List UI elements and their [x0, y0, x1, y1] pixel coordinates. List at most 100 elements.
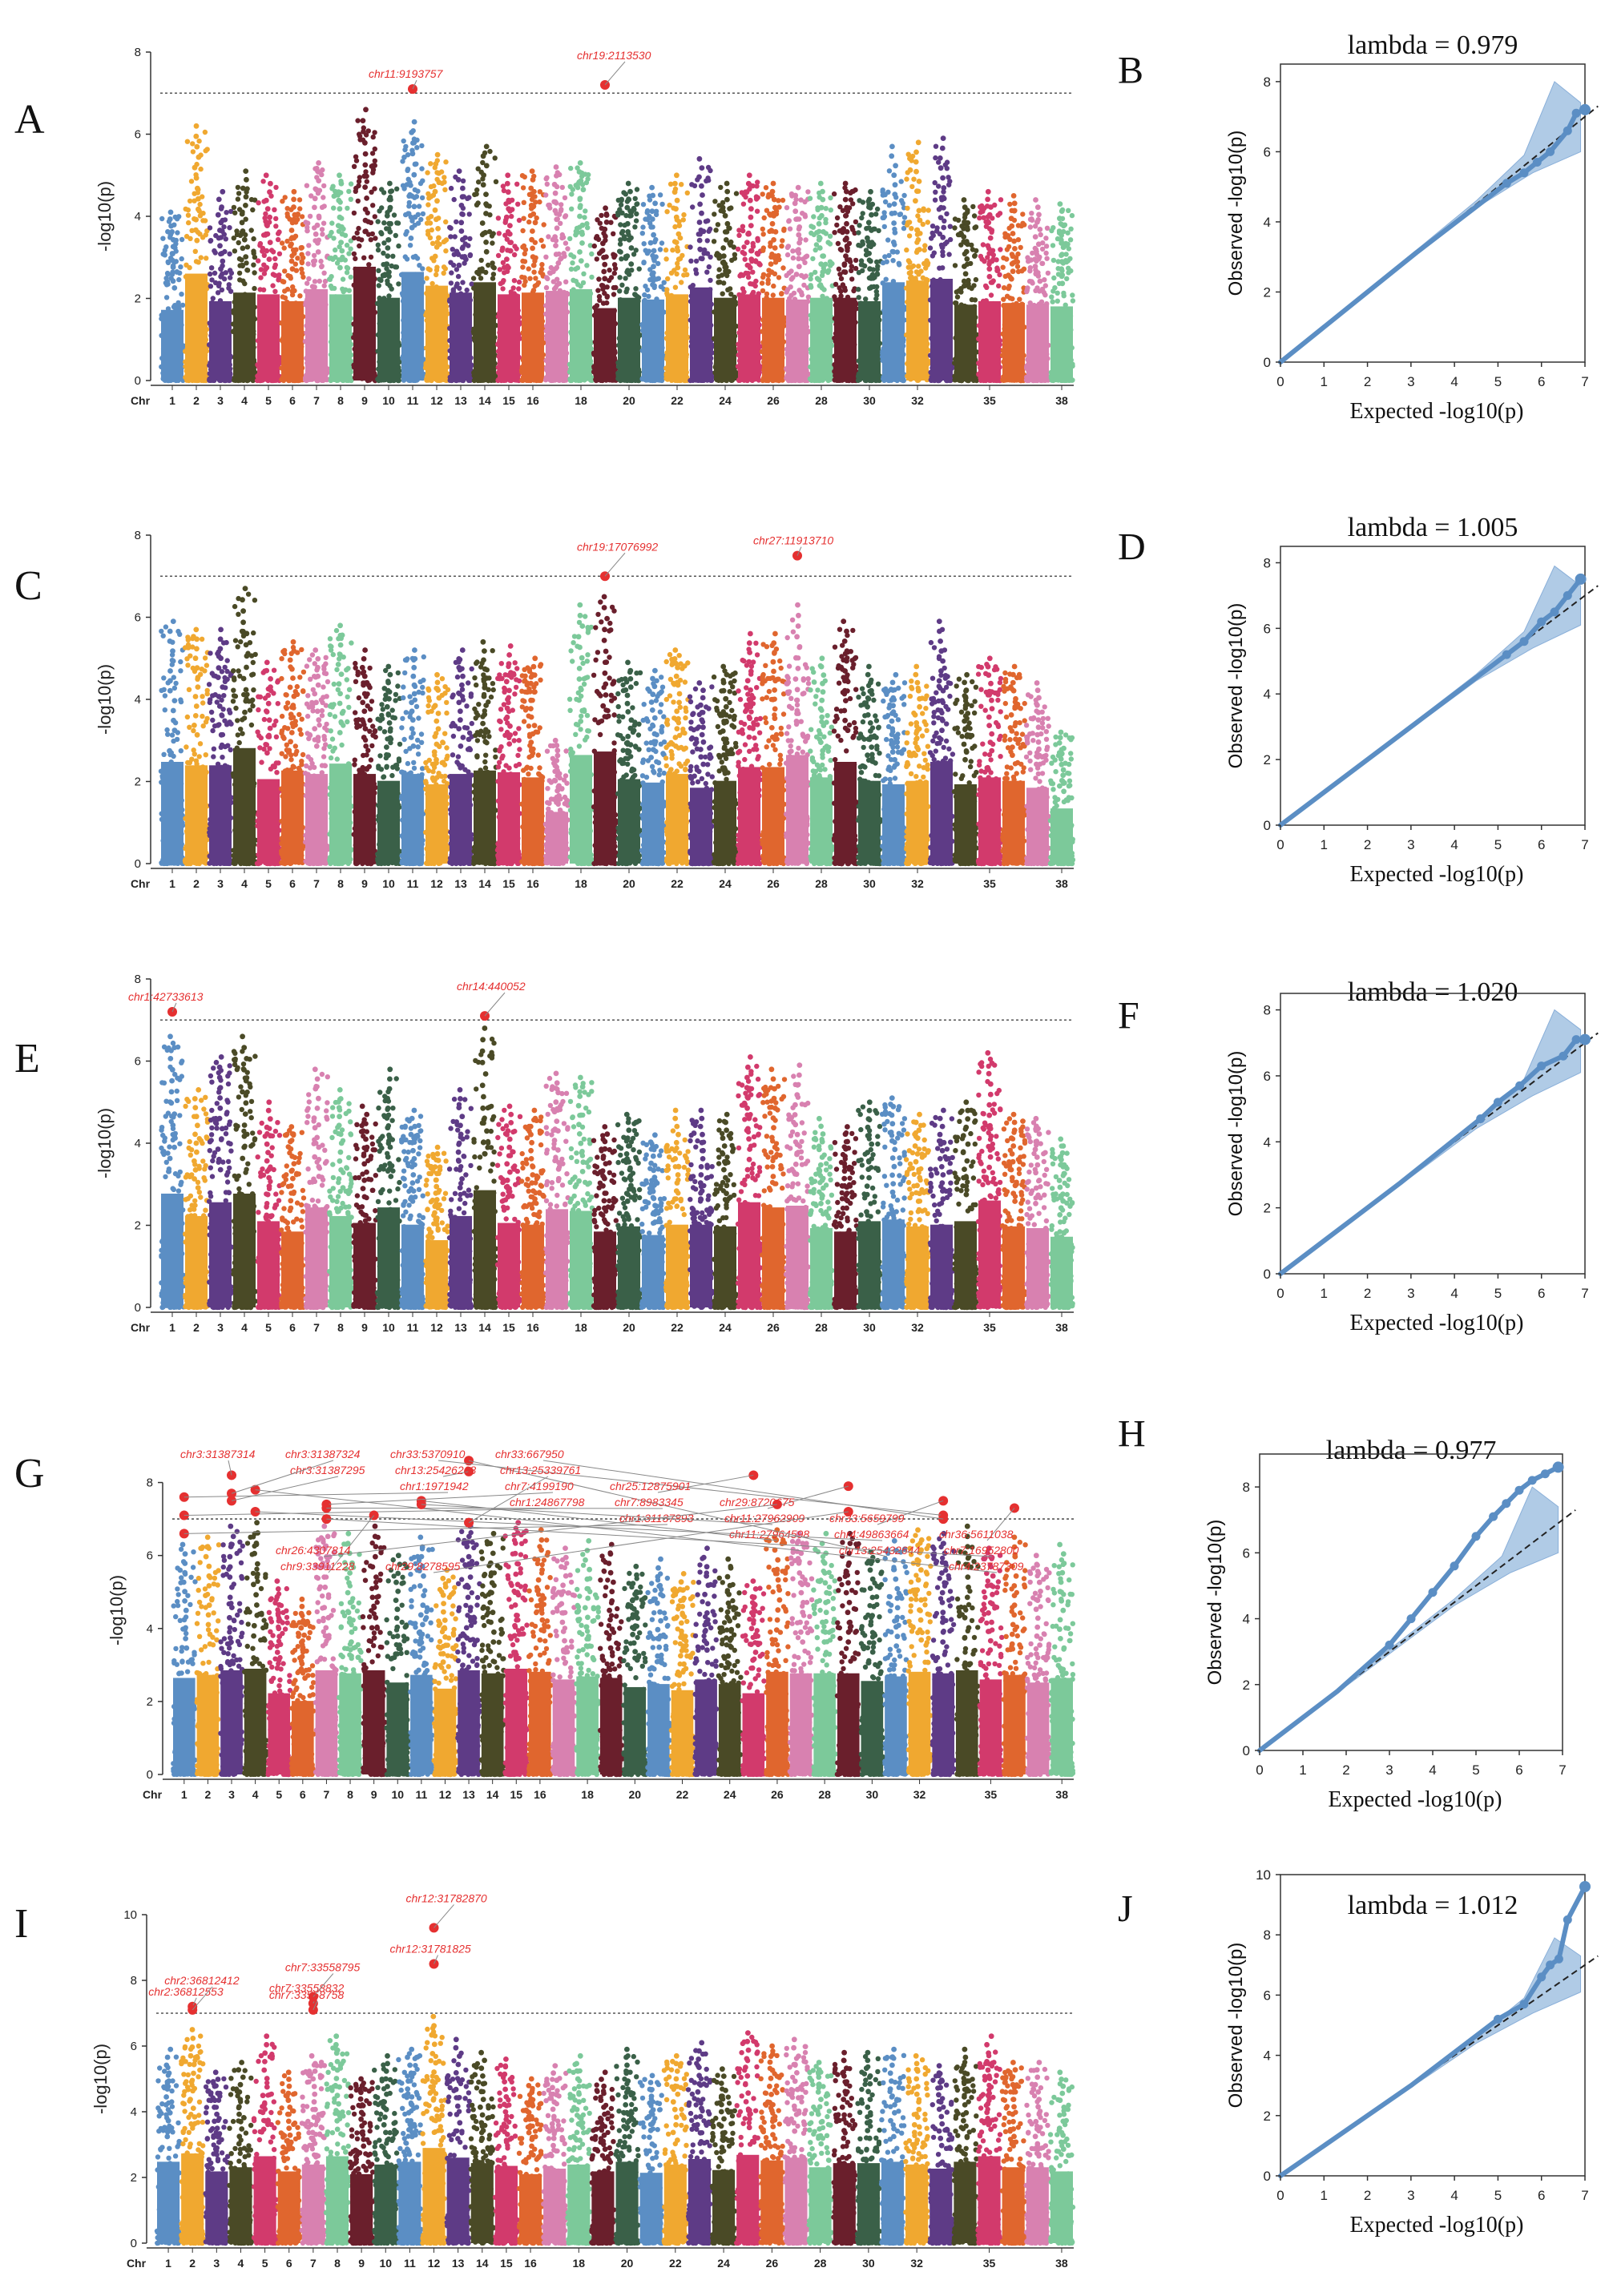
snp-peak-point	[217, 228, 223, 233]
snp-point	[236, 240, 241, 245]
snp-peak-point	[194, 175, 200, 181]
snp-point	[227, 252, 232, 256]
snp-peak-point	[264, 198, 269, 203]
snp-point	[272, 207, 276, 212]
snp-point	[308, 214, 313, 219]
snp-peak-point	[244, 194, 249, 199]
snp-point	[322, 284, 327, 288]
snp-point	[198, 167, 203, 171]
snp-band	[209, 301, 232, 381]
snp-peak-point	[219, 204, 224, 210]
snp-peak-point	[264, 265, 269, 271]
snp-peak-point	[171, 285, 177, 291]
snp-band	[257, 294, 280, 381]
snp-point	[305, 251, 310, 256]
snp-peak-point	[264, 248, 269, 254]
snp-point	[322, 203, 327, 208]
snp-peak-point	[217, 243, 223, 248]
snp-points	[159, 107, 1075, 383]
snp-peak-point	[290, 220, 296, 225]
figure: A02468-log10(p)chr11:9193757chr19:211353…	[0, 0, 1609, 2296]
snp-peak-point	[216, 197, 222, 203]
snp-peak-point	[170, 251, 175, 256]
snp-point	[224, 270, 228, 275]
snp-point	[320, 232, 325, 236]
snp-point	[300, 214, 304, 219]
snp-point	[299, 246, 304, 251]
snp-point	[282, 245, 287, 250]
snp-point	[256, 258, 260, 263]
snp-point	[227, 225, 232, 230]
snp-point	[165, 271, 170, 276]
snp-point	[290, 284, 295, 289]
snp-point	[177, 271, 182, 276]
snp-point	[211, 296, 216, 300]
snp-point	[237, 256, 242, 261]
snp-peak-point	[170, 258, 175, 264]
snp-point	[199, 255, 204, 260]
snp-point	[330, 184, 335, 189]
snp-point	[273, 216, 278, 221]
y-tick-label: 2	[135, 292, 141, 306]
snp-point	[346, 251, 351, 256]
snp-peak-point	[193, 217, 199, 223]
snp-point	[320, 227, 325, 232]
snp-point	[203, 218, 208, 223]
snp-peak-point	[288, 274, 293, 280]
snp-point	[237, 207, 242, 211]
snp-point	[164, 295, 169, 300]
snp-point	[175, 230, 179, 235]
snp-point	[346, 189, 351, 194]
snp-point	[305, 220, 310, 225]
snp-point	[321, 183, 326, 188]
snp-point	[312, 253, 317, 258]
snp-point	[245, 244, 250, 249]
snp-peak-point	[218, 220, 224, 225]
snp-peak-point	[243, 203, 248, 208]
snp-point	[196, 139, 201, 143]
snp-point	[333, 255, 337, 260]
snp-band	[185, 274, 208, 381]
snp-point	[300, 275, 305, 280]
snp-point	[164, 282, 169, 287]
snp-point	[187, 265, 192, 270]
snp-peak-point	[171, 264, 176, 270]
snp-point	[345, 270, 349, 275]
snp-peak-point	[292, 212, 297, 218]
snp-point	[203, 130, 208, 135]
snp-point	[310, 284, 315, 288]
snp-peak-point	[240, 263, 245, 268]
snp-peak-point	[220, 259, 225, 264]
snp-point	[250, 207, 255, 212]
snp-point	[280, 199, 284, 203]
snp-point	[197, 202, 202, 207]
snp-point	[321, 221, 326, 226]
snp-point	[349, 197, 353, 202]
snp-point	[258, 241, 263, 246]
snp-peak-point	[194, 238, 200, 244]
snp-point	[273, 263, 278, 268]
snp-peak-point	[243, 254, 248, 260]
snp-point	[341, 276, 345, 281]
snp-peak-point	[316, 178, 321, 183]
snp-peak-point	[240, 211, 245, 217]
snp-point	[261, 288, 266, 292]
snp-peak-point	[289, 228, 295, 233]
snp-point	[184, 234, 189, 239]
snp-peak-point	[243, 168, 248, 174]
snp-point	[331, 206, 336, 211]
snp-peak-point	[193, 134, 199, 139]
snp-point	[319, 264, 324, 269]
snp-peak-point	[313, 195, 318, 201]
snp-peak-point	[292, 189, 297, 195]
snp-point	[249, 197, 254, 202]
snp-point	[185, 139, 190, 144]
snp-point	[224, 236, 228, 241]
snp-peak-point	[240, 220, 245, 225]
snp-point	[321, 271, 326, 276]
snp-point	[297, 293, 302, 298]
snp-point	[300, 260, 304, 265]
snp-point	[259, 267, 264, 272]
snp-peak-point	[194, 144, 200, 150]
snp-point	[273, 224, 278, 228]
